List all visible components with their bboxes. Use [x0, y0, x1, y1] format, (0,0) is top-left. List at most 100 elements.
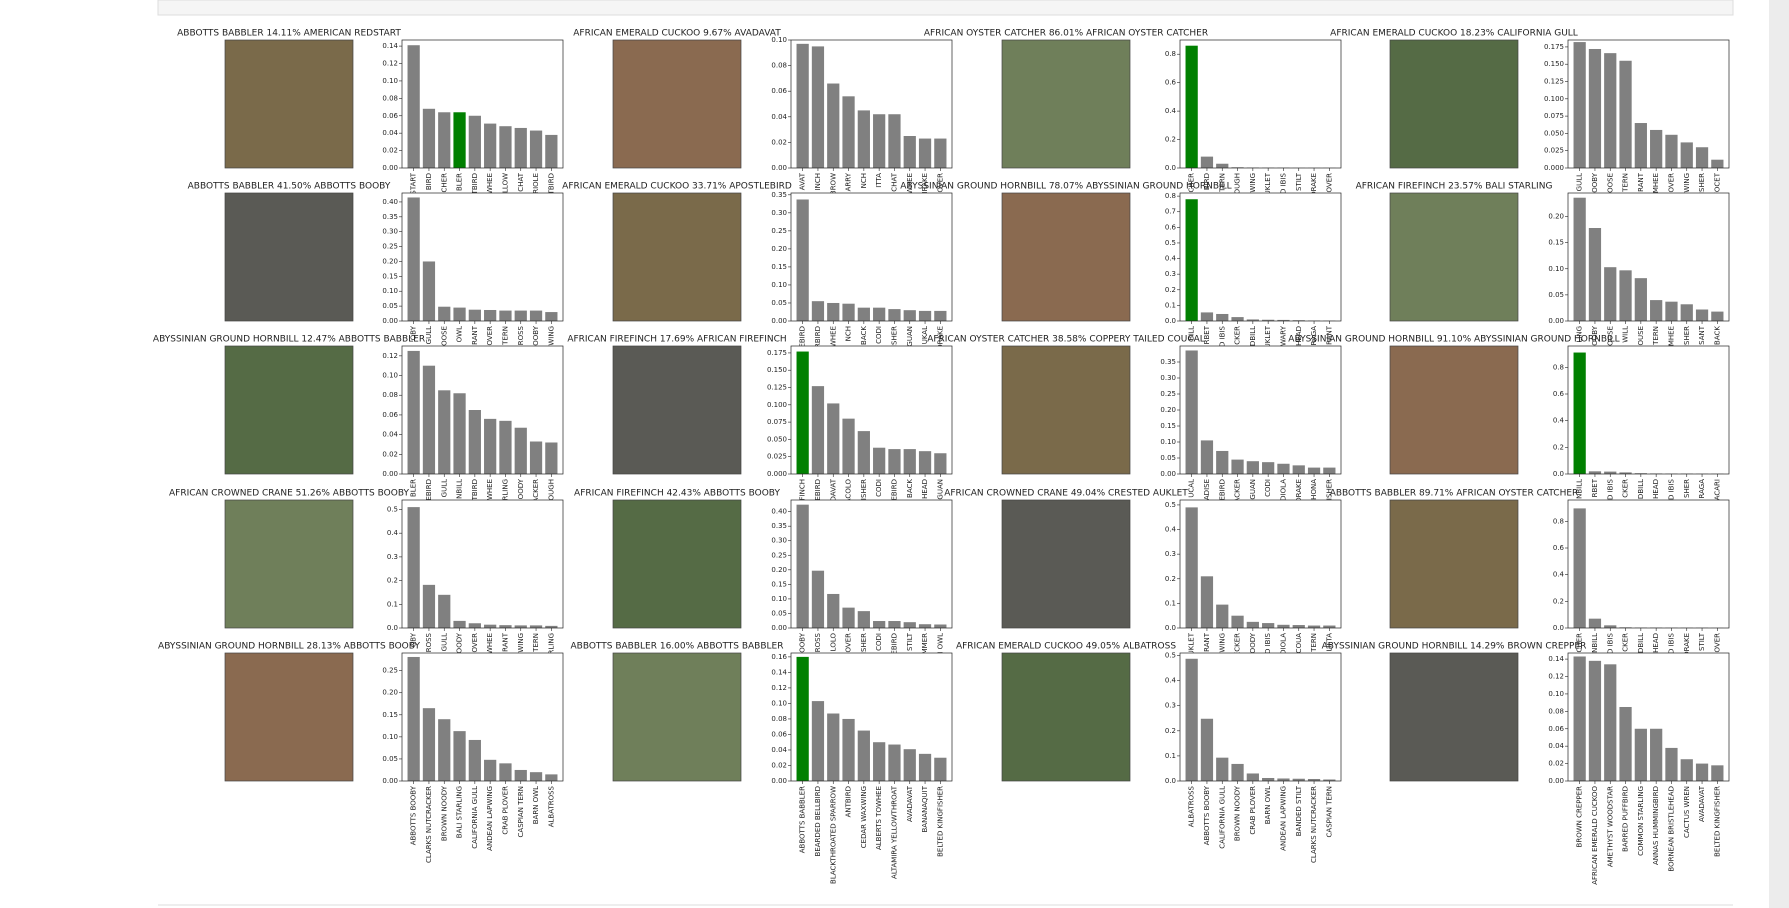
y-tick-label: 0.20 — [382, 257, 398, 265]
bar — [873, 742, 886, 781]
bar — [438, 112, 451, 168]
x-tick-label: MMER — [921, 633, 929, 655]
scrollbar[interactable] — [1769, 0, 1789, 908]
bar — [453, 620, 466, 628]
bar — [857, 730, 870, 781]
y-tick-label: 0.15 — [771, 263, 787, 271]
x-tick-label: EBIRD — [1218, 479, 1226, 501]
x-tick-label: CHER — [440, 173, 448, 193]
x-tick-label: BANDED STILT — [1295, 785, 1303, 836]
x-tick-label: OODY — [456, 632, 464, 653]
bar — [499, 310, 512, 321]
x-tick-label: HEAD — [1652, 479, 1660, 499]
x-tick-label: HEAD — [1652, 633, 1660, 653]
bar — [1292, 778, 1305, 781]
y-tick-label: 0.2 — [387, 577, 398, 585]
y-tick-label: 0.1 — [1165, 752, 1176, 760]
y-tick-label: 0.10 — [771, 281, 787, 289]
x-tick-label: CHER — [1576, 633, 1584, 653]
y-tick-label: 0.0 — [1165, 624, 1176, 632]
x-tick-label: BARN OWL — [1264, 786, 1272, 824]
x-tick-label: D IBIS — [1264, 632, 1272, 654]
bar — [827, 713, 840, 781]
axes-frame — [401, 39, 564, 169]
y-tick-label: 0.175 — [767, 349, 787, 357]
bar — [1277, 463, 1290, 474]
x-tick-label: BARRED PUFFBIRD — [1622, 786, 1630, 852]
x-tick-label: RBIRD — [814, 326, 822, 348]
bird-image — [1001, 345, 1131, 475]
x-tick-label: WING — [1249, 173, 1257, 193]
bar — [918, 624, 932, 628]
x-tick-label: DBILL — [1637, 633, 1645, 653]
y-tick-label: 0.3 — [1165, 270, 1176, 278]
x-tick-label: OUGH — [1234, 173, 1242, 194]
y-tick-label: 0.04 — [1548, 742, 1564, 750]
y-tick-label: 0.4 — [1553, 571, 1565, 579]
y-tick-label: 0.4 — [1165, 107, 1177, 115]
x-tick-label: ANDEAN LAPWING — [486, 786, 494, 851]
bar — [529, 772, 543, 781]
x-tick-label: RANT — [1203, 632, 1211, 652]
x-tick-label: START — [410, 172, 418, 194]
bar — [407, 656, 420, 781]
x-tick-label: ACARI — [1713, 479, 1721, 500]
y-tick-label: 0.00 — [382, 317, 398, 325]
y-tick-label: 0.0 — [1165, 317, 1176, 325]
panel-title: ABBOTTS BABBLER 14.11% AMERICAN REDSTART — [177, 29, 401, 39]
y-tick-label: 0.125 — [767, 384, 787, 392]
x-tick-label: GULL — [440, 633, 448, 651]
bar — [484, 309, 497, 321]
bar — [422, 708, 436, 781]
bar — [407, 350, 420, 474]
x-tick-label: ISHER — [1698, 173, 1706, 194]
panel-title: AFRICAN EMERALD CUCKOO 9.67% AVADAVAT — [573, 29, 781, 39]
panel-title: AFRICAN EMERALD CUCKOO 33.71% APOSTLEBIR… — [562, 182, 792, 192]
y-tick-label: 0.2 — [1165, 286, 1176, 294]
y-tick-label: 0.06 — [382, 112, 398, 120]
bar — [811, 386, 825, 474]
panel-title: AFRICAN OYSTER CATCHER 86.01% AFRICAN OY… — [924, 29, 1208, 39]
y-tick-label: 0.5 — [1165, 239, 1176, 247]
bar — [1588, 48, 1602, 168]
x-tick-label: AMETHYST WOODSTAR — [1606, 786, 1614, 867]
bar — [1695, 763, 1709, 781]
x-tick-label: WING — [1683, 173, 1691, 193]
x-tick-label: IDIOLA — [1279, 479, 1287, 503]
bar — [1711, 765, 1724, 781]
axes-frame — [1567, 39, 1730, 169]
x-tick-label: ALBERTS TOWHEE — [875, 786, 883, 850]
bar — [1695, 309, 1709, 321]
x-tick-label: HEAD — [1295, 326, 1303, 346]
bar — [545, 774, 558, 781]
y-tick-label: 0.10 — [382, 287, 398, 295]
bar — [453, 112, 466, 168]
y-tick-label: 0.12 — [1548, 673, 1564, 681]
bar — [888, 744, 901, 781]
y-tick-label: 0.10 — [1548, 265, 1564, 273]
bar — [422, 584, 436, 628]
y-tick-label: 0.15 — [382, 272, 398, 280]
bar — [888, 621, 901, 628]
x-tick-label: SHER — [1683, 479, 1691, 498]
bar — [1711, 159, 1724, 168]
y-tick-label: 0.8 — [1165, 192, 1176, 200]
y-tick-label: 0.06 — [771, 87, 787, 95]
y-tick-label: 0.16 — [771, 653, 787, 661]
x-tick-label: D IBIS — [1667, 632, 1675, 654]
bar — [934, 310, 947, 321]
bar — [1604, 664, 1617, 781]
bar — [1185, 507, 1198, 628]
bar — [1604, 267, 1617, 321]
bar — [1665, 301, 1678, 321]
y-tick-label: 0.15 — [382, 711, 398, 719]
bar — [1634, 123, 1647, 168]
x-tick-label: BACK — [1713, 326, 1721, 345]
x-tick-label: RANT — [1637, 172, 1645, 192]
bird-image — [224, 652, 354, 782]
x-tick-label: BIRD — [425, 173, 433, 190]
x-tick-label: EDIOLA — [1279, 633, 1287, 659]
bar — [1246, 461, 1259, 474]
bar — [1277, 319, 1290, 321]
